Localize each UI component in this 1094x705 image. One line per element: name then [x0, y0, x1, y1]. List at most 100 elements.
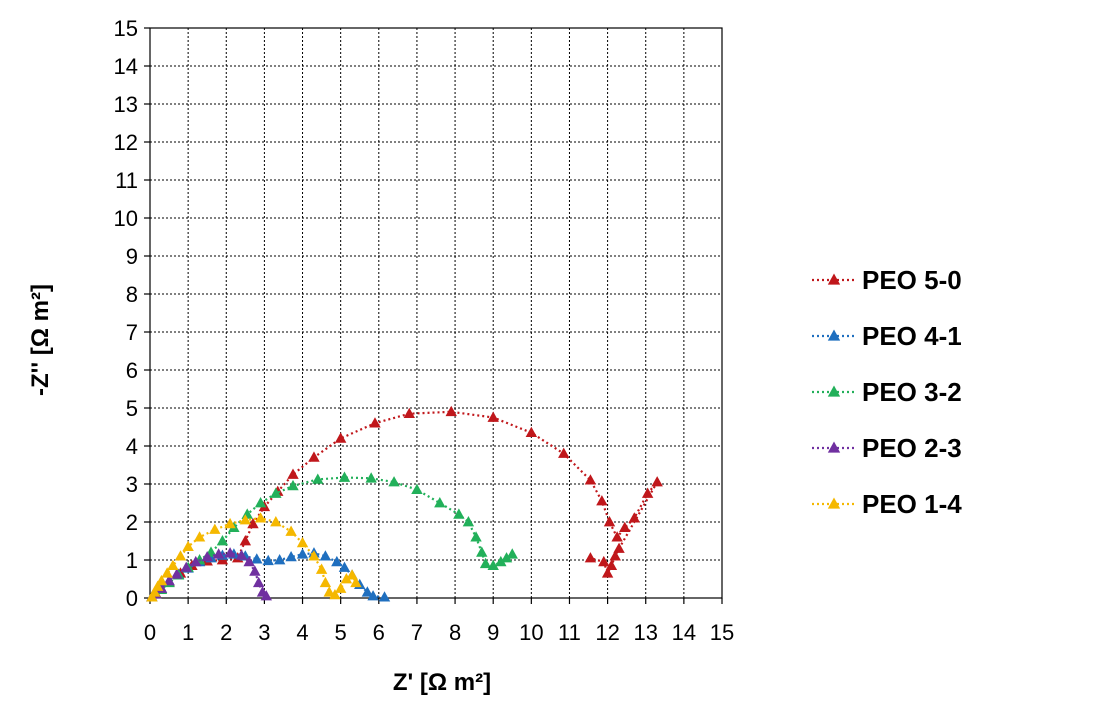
data-point-peo-4-1 [262, 554, 274, 566]
data-point-peo-5-0 [601, 567, 614, 578]
data-point-peo-4-1 [338, 561, 351, 572]
y-tick-label: 13 [114, 92, 138, 117]
data-point-peo-5-0 [308, 451, 320, 462]
x-tick-label: 10 [519, 620, 543, 645]
x-tick-label: 6 [373, 620, 385, 645]
data-point-peo-5-0 [584, 552, 597, 563]
data-point-peo-1-4 [329, 588, 341, 600]
data-point-peo-5-0 [239, 535, 252, 546]
data-point-peo-5-0 [445, 405, 457, 417]
data-point-peo-2-3 [243, 555, 255, 567]
data-point-peo-5-0 [247, 517, 259, 529]
data-point-peo-5-0 [598, 555, 610, 567]
data-point-peo-5-0 [605, 559, 618, 571]
legend-item-peo-2-3: PEO 2-3 [812, 433, 962, 463]
data-point-peo-1-4 [315, 563, 328, 574]
y-tick-label: 3 [126, 472, 138, 497]
data-point-peo-5-0 [609, 550, 621, 561]
x-tick-label: 9 [487, 620, 499, 645]
data-point-peo-5-0 [641, 487, 654, 498]
data-point-peo-2-3 [212, 548, 225, 559]
data-point-peo-3-2 [506, 548, 518, 559]
plot-frame [149, 27, 723, 599]
y-tick-label: 5 [126, 396, 138, 421]
data-point-peo-1-4 [239, 514, 252, 525]
legend-label-peo-5-0: PEO 5-0 [862, 265, 962, 295]
data-point-peo-3-2 [434, 497, 446, 508]
data-point-peo-2-3 [252, 576, 265, 588]
x-axis-title: Z' [Ω m²] [393, 669, 491, 696]
series-peo-2-3 [146, 547, 273, 602]
data-point-peo-5-0 [525, 426, 538, 438]
data-point-peo-1-4 [193, 531, 206, 542]
x-tick-label: 15 [710, 620, 734, 645]
data-point-peo-1-4 [161, 567, 173, 578]
series-line-peo-2-3 [151, 552, 268, 599]
y-axis-title: -Z'' [Ω m²] [27, 284, 54, 396]
data-point-peo-1-4 [334, 582, 347, 593]
y-tick-label: 14 [114, 54, 138, 79]
y-tick-label: 11 [115, 168, 138, 193]
legend-marker-peo-2-3 [827, 441, 841, 453]
data-point-peo-5-0 [287, 468, 299, 479]
legend: PEO 5-0 PEO 4-1 PEO 3-2 PEO 2-3 PEO 1-4 [812, 265, 962, 519]
data-point-peo-1-4 [346, 569, 358, 580]
data-point-peo-1-4 [167, 559, 179, 571]
data-point-peo-4-1 [319, 550, 332, 561]
data-point-peo-5-0 [611, 531, 623, 542]
data-point-peo-2-3 [201, 550, 213, 562]
y-tick-label: 8 [126, 282, 138, 307]
data-point-peo-4-1 [285, 550, 297, 562]
data-point-peo-3-2 [479, 557, 492, 569]
series-peo-1-4 [146, 512, 362, 602]
data-point-peo-4-1 [367, 590, 379, 601]
data-point-peo-1-4 [182, 540, 194, 552]
data-point-peo-5-0 [628, 512, 640, 523]
legend-marker-peo-3-2 [827, 385, 841, 397]
legend-item-peo-1-4: PEO 1-4 [812, 489, 962, 519]
data-point-peo-1-4 [151, 580, 164, 591]
data-point-peo-3-2 [500, 552, 513, 563]
data-point-peo-1-4 [296, 536, 309, 548]
data-point-peo-1-4 [155, 574, 168, 586]
x-axis-ticks: 0 1 2 3 4 5 6 7 8 9 10 11 12 13 14 15 [144, 598, 734, 645]
data-point-peo-1-4 [319, 576, 332, 588]
y-tick-label: 2 [126, 510, 138, 535]
legend-label-peo-1-4: PEO 1-4 [862, 489, 962, 519]
data-point-peo-5-0 [596, 495, 608, 506]
legend-label-peo-4-1: PEO 4-1 [862, 321, 962, 351]
legend-item-peo-3-2: PEO 3-2 [812, 377, 962, 407]
x-tick-label: 2 [220, 620, 232, 645]
data-point-peo-4-1 [331, 555, 343, 567]
data-point-peo-3-2 [338, 471, 351, 482]
x-tick-label: 11 [558, 620, 581, 645]
data-point-peo-4-1 [378, 591, 391, 602]
data-point-peo-3-2 [312, 473, 324, 484]
legend-marker-peo-1-4 [827, 497, 841, 509]
y-tick-label: 0 [126, 586, 138, 611]
data-point-peo-1-4 [308, 550, 320, 561]
data-point-peo-5-0 [651, 476, 663, 487]
data-point-peo-3-2 [287, 479, 299, 491]
data-point-peo-2-3 [190, 555, 202, 567]
data-point-peo-1-4 [285, 525, 297, 536]
x-tick-label: 8 [449, 620, 461, 645]
data-point-peo-2-3 [163, 574, 175, 586]
x-tick-label: 1 [182, 620, 194, 645]
data-point-peo-4-1 [296, 548, 309, 559]
data-point-peo-3-2 [388, 476, 400, 487]
data-point-peo-5-0 [603, 516, 616, 527]
data-point-peo-4-1 [273, 554, 286, 565]
data-point-peo-2-3 [224, 547, 236, 558]
data-point-peo-5-0 [619, 521, 631, 533]
data-point-peo-3-2 [487, 559, 499, 571]
x-tick-label: 0 [144, 620, 156, 645]
data-point-peo-2-3 [235, 549, 248, 560]
data-point-peo-5-0 [487, 411, 499, 422]
data-point-peo-5-0 [403, 407, 416, 419]
y-tick-label: 4 [126, 434, 138, 459]
data-point-peo-3-2 [216, 535, 229, 546]
y-tick-label: 12 [114, 130, 138, 155]
